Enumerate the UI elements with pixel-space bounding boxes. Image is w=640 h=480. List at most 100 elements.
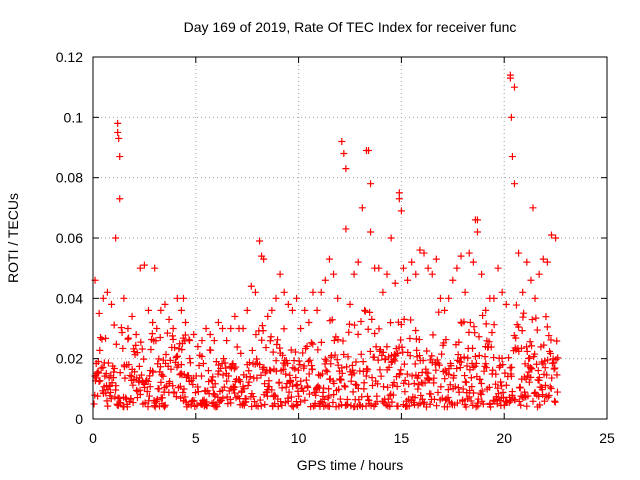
data-point-peak — [416, 246, 424, 254]
data-point-peak — [507, 113, 515, 121]
data-point — [302, 376, 310, 384]
data-point — [450, 372, 458, 380]
data-point-peak — [186, 337, 194, 345]
data-point — [411, 394, 419, 402]
data-point-peak — [441, 306, 449, 314]
data-point — [282, 383, 290, 391]
data-point-peak — [179, 294, 187, 302]
data-point-peak — [112, 234, 120, 242]
x-tick-label: 15 — [394, 430, 410, 446]
data-point — [267, 333, 275, 341]
data-point-peak — [383, 270, 391, 278]
data-point — [544, 356, 552, 364]
data-point — [237, 349, 245, 357]
data-point — [284, 359, 292, 367]
y-tick-label: 0.06 — [56, 230, 83, 246]
data-point-peak — [334, 294, 342, 302]
data-point — [225, 372, 233, 380]
data-point-peak — [239, 325, 247, 332]
data-point — [178, 346, 186, 354]
data-point — [176, 382, 184, 390]
data-point — [393, 383, 401, 391]
data-point-peak — [387, 234, 395, 242]
data-point-peak — [527, 276, 535, 284]
data-point-peak — [149, 318, 157, 326]
data-point — [127, 395, 135, 403]
data-point — [95, 378, 103, 386]
data-point — [185, 372, 193, 380]
data-point — [148, 330, 156, 338]
data-point — [444, 393, 452, 401]
data-point-peak — [510, 83, 518, 91]
data-point — [166, 377, 174, 385]
data-point — [397, 366, 405, 374]
data-point — [248, 346, 256, 354]
data-point-peak — [408, 258, 416, 266]
data-point — [131, 368, 139, 376]
y-axis-label: ROTI / TECUs — [5, 193, 21, 283]
data-point — [438, 350, 446, 358]
data-point — [104, 359, 112, 367]
data-point-peak — [317, 288, 325, 296]
data-point — [257, 371, 265, 379]
data-point — [420, 398, 428, 406]
data-point — [236, 378, 244, 386]
data-point — [481, 353, 489, 361]
data-point — [315, 371, 323, 379]
data-point — [466, 387, 474, 395]
data-point — [325, 403, 333, 411]
data-point — [333, 356, 341, 364]
data-point — [366, 347, 374, 355]
data-point — [460, 353, 468, 361]
data-point — [250, 398, 258, 406]
data-point-peak — [539, 255, 547, 263]
data-point — [242, 395, 250, 403]
x-tick-label: 5 — [192, 430, 200, 446]
data-point — [412, 327, 420, 335]
data-point-peak — [256, 237, 264, 245]
data-point — [372, 343, 380, 351]
data-point-peak — [128, 312, 136, 320]
data-point — [430, 374, 438, 382]
data-point-peak — [284, 300, 292, 308]
data-point — [411, 360, 419, 368]
data-point-peak — [342, 225, 350, 233]
data-point — [482, 320, 490, 328]
data-point — [143, 387, 151, 395]
data-point — [339, 337, 347, 345]
data-point — [423, 347, 431, 355]
data-point — [485, 383, 493, 391]
data-point — [547, 350, 555, 358]
data-point — [388, 398, 396, 406]
data-point — [323, 368, 331, 376]
data-point — [379, 348, 387, 356]
data-point — [517, 344, 525, 352]
data-point — [161, 403, 169, 411]
y-tick-label: 0 — [75, 411, 83, 427]
data-point — [526, 338, 534, 346]
data-point — [334, 361, 342, 369]
data-point — [466, 318, 474, 326]
data-point — [472, 403, 480, 411]
data-point — [437, 383, 445, 391]
data-point — [476, 375, 484, 383]
data-point — [512, 334, 520, 342]
data-point — [472, 359, 480, 367]
data-point — [146, 372, 154, 380]
data-point — [126, 371, 134, 379]
data-point — [385, 363, 393, 371]
data-point — [338, 369, 346, 377]
data-point — [394, 349, 402, 357]
data-point — [546, 383, 554, 391]
data-point — [361, 306, 369, 314]
data-point — [97, 334, 105, 342]
data-point — [488, 328, 496, 336]
data-point-peak — [342, 165, 350, 173]
y-tick-label: 0.08 — [56, 170, 83, 186]
data-point-peak — [153, 325, 161, 332]
data-point — [322, 366, 330, 374]
data-point — [410, 380, 418, 388]
data-point-peak — [231, 312, 239, 320]
data-point — [453, 365, 461, 373]
